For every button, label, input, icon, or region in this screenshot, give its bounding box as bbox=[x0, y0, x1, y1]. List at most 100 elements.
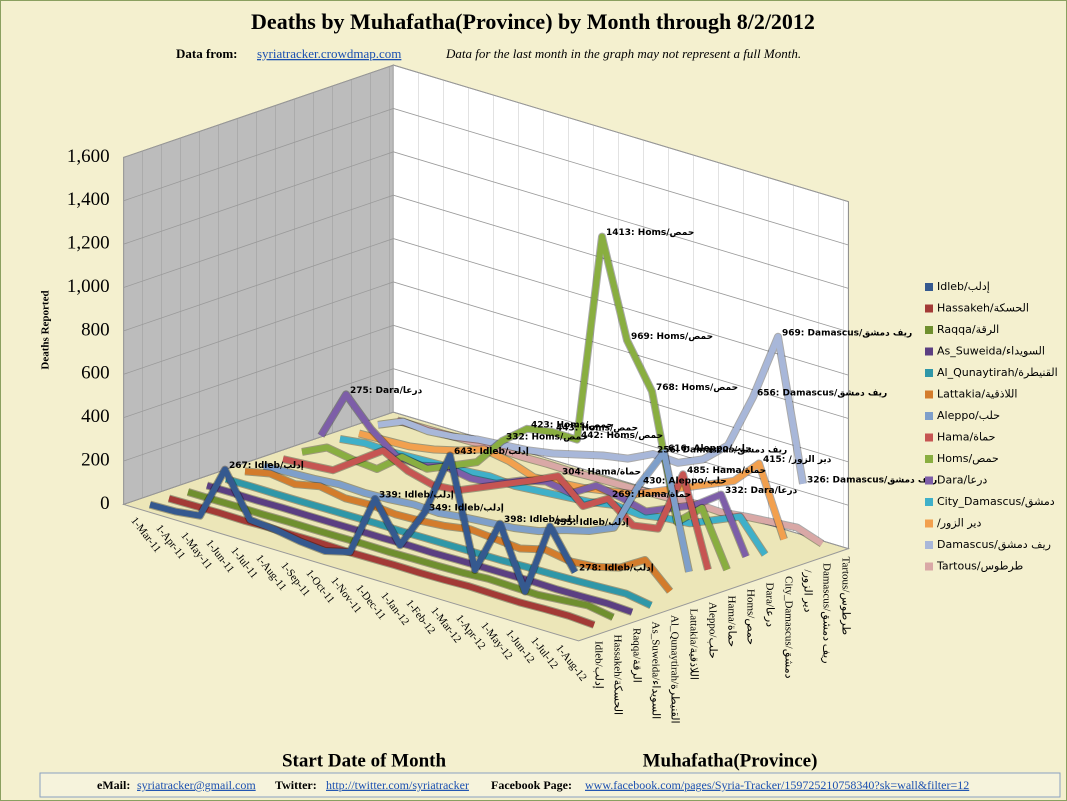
data-label: 430: Aleppo/حلب bbox=[643, 477, 727, 487]
facebook-label: Facebook Page: bbox=[491, 778, 572, 792]
legend-swatch bbox=[925, 369, 933, 377]
series-line bbox=[206, 482, 633, 615]
z-tick-label: Tartous/طرطوس bbox=[839, 557, 851, 636]
y-tick-label: 400 bbox=[81, 406, 110, 427]
y-tick-label: 1,400 bbox=[67, 189, 110, 210]
legend-label: Tartous/طرطوس bbox=[936, 560, 1024, 573]
data-label: 275: Dara/درعا bbox=[350, 386, 423, 396]
email-link[interactable]: syriatracker@gmail.com bbox=[137, 778, 256, 792]
legend-swatch bbox=[925, 541, 933, 549]
z-tick-label: City_Damascus/دمشق bbox=[782, 576, 794, 679]
legend-swatch bbox=[925, 347, 933, 356]
legend-label: Damascus/ريف دمشق bbox=[937, 538, 1051, 552]
y-tick-label: 600 bbox=[81, 363, 110, 384]
grid-line bbox=[123, 194, 849, 333]
data-label: 339: Idleb/إدلب bbox=[379, 490, 454, 500]
data-label: 442: Homs/حمص bbox=[581, 431, 663, 441]
subtitle: Data for the last month in the graph may… bbox=[445, 46, 801, 61]
z-tick-label: Hassakeh/الحسكة bbox=[611, 635, 623, 716]
series-line bbox=[377, 333, 806, 485]
legend-swatch bbox=[925, 283, 933, 291]
series-line bbox=[244, 468, 673, 594]
data-label: 256: Damascus/ريف دمشق bbox=[657, 445, 787, 455]
legend-label: /دير الزور bbox=[937, 517, 981, 530]
data-label: 332: Dara/درعا bbox=[725, 486, 798, 496]
data-label: 415: /دير الزور bbox=[763, 455, 832, 465]
data-label: 304: Hama/حماة bbox=[562, 468, 641, 478]
data-label: 656: Damascus/ريف دمشق bbox=[757, 389, 887, 399]
data-label: 269: Hama/حماة bbox=[612, 490, 691, 500]
series-line bbox=[358, 430, 787, 541]
legend-label: Hama/حماة bbox=[937, 431, 995, 444]
legend-swatch bbox=[925, 412, 933, 420]
data-label: 278: Idleb/إدلب bbox=[579, 564, 654, 574]
legend-label: City_Damascus/دمشق bbox=[937, 495, 1055, 509]
grid-line bbox=[123, 238, 849, 376]
data-label: 643: Idleb/إدلب bbox=[454, 447, 529, 457]
legend-swatch bbox=[925, 326, 933, 334]
data-label: 455: Idleb/إدلب bbox=[554, 518, 629, 528]
legend-label: As_Suweida/السويداء bbox=[937, 345, 1045, 358]
z-tick-label: Damascus/ريف دمشق bbox=[820, 563, 832, 664]
data-label: 423: Homs/حمص bbox=[531, 420, 613, 430]
legend-label: Aleppo/حلب bbox=[937, 409, 1000, 422]
legend-label: Dara/درعا bbox=[937, 474, 987, 487]
data-label: 332: Homs/حمص bbox=[506, 432, 588, 442]
legend-swatch bbox=[925, 519, 933, 528]
y-tick-label: 0 bbox=[100, 493, 110, 514]
series-line bbox=[149, 452, 578, 595]
series-line bbox=[187, 489, 615, 621]
grid-line bbox=[123, 324, 849, 463]
z-tick-label: As_Suweida/السويداء bbox=[649, 622, 661, 720]
data-label: 326: Damascus/ريف دمشق bbox=[807, 475, 937, 485]
legend-label: Al_Qunaytirah/القنيطرة bbox=[937, 366, 1058, 379]
legend-label: Raqqa/الرقة bbox=[937, 323, 999, 336]
data-label: 768: Homs/حمص bbox=[656, 383, 738, 393]
y-tick-label: 800 bbox=[81, 319, 110, 340]
z-tick-label: Hama/حماة bbox=[725, 596, 737, 648]
footer-box bbox=[39, 772, 1061, 798]
z-tick-label: Lattakia/اللاذقية bbox=[687, 609, 699, 680]
facebook-link[interactable]: www.facebook.com/pages/Syria-Tracker/159… bbox=[585, 778, 969, 792]
z-axis-label: Muhafatha(Province) bbox=[643, 750, 818, 771]
grid-line bbox=[123, 64, 849, 202]
data-label: 969: Homs/حمص bbox=[631, 332, 713, 342]
z-tick-label: Homs/حمص bbox=[744, 589, 756, 645]
plot-area: 02004006008001,0001,2001,4001,6001-Mar-1… bbox=[67, 64, 937, 724]
z-tick-label: Dara/درعا bbox=[763, 583, 775, 628]
series-line bbox=[263, 449, 692, 573]
legend-swatch bbox=[925, 390, 933, 399]
legend-swatch bbox=[925, 433, 933, 442]
y-tick-label: 1,200 bbox=[67, 233, 110, 254]
twitter-link[interactable]: http://twitter.com/syriatracker bbox=[326, 778, 469, 792]
z-tick-label: Aleppo/حلب bbox=[706, 602, 718, 659]
email-label: eMail: bbox=[97, 778, 130, 792]
data-label: 1413: Homs/حمص bbox=[606, 228, 694, 238]
series-line bbox=[168, 495, 596, 628]
data-label: 398: Idleb/إدلب bbox=[504, 515, 579, 525]
legend-label: Homs/حمص bbox=[937, 452, 999, 465]
chart-title: Deaths by Muhafatha(Province) by Month t… bbox=[251, 9, 815, 34]
data-label: 969: Damascus/ريف دمشق bbox=[782, 328, 912, 338]
series-line bbox=[301, 233, 730, 571]
y-tick-label: 1,600 bbox=[67, 146, 110, 167]
twitter-label: Twitter: bbox=[275, 778, 317, 792]
data-label: 485: Hama/حماة bbox=[687, 466, 766, 476]
z-tick-label: /دير الزور bbox=[801, 570, 813, 613]
source-link[interactable]: syriatracker.crowdmap.com bbox=[257, 46, 401, 61]
legend-swatch bbox=[925, 562, 933, 571]
data-label: 616: Aleppo/حلب bbox=[668, 444, 752, 454]
data-label: 443: Homs/حمص bbox=[556, 423, 638, 433]
legend-label: Hassakeh/الحسكة bbox=[937, 302, 1029, 315]
legend-swatch bbox=[925, 476, 933, 485]
x-axis-label: Start Date of Month bbox=[282, 750, 447, 771]
y-tick-label: 1,000 bbox=[67, 276, 110, 297]
data-label: 267: Idleb/إدلب bbox=[229, 461, 304, 471]
legend-label: Idleb/إدلب bbox=[937, 280, 990, 293]
z-tick-label: Idleb/إدلب bbox=[592, 641, 604, 689]
y-axis-label: Deaths Reported bbox=[40, 290, 52, 369]
source-label: Data from: bbox=[176, 46, 238, 61]
z-tick-label: Raqqa/الرقة bbox=[630, 628, 642, 683]
legend-swatch bbox=[925, 455, 933, 463]
